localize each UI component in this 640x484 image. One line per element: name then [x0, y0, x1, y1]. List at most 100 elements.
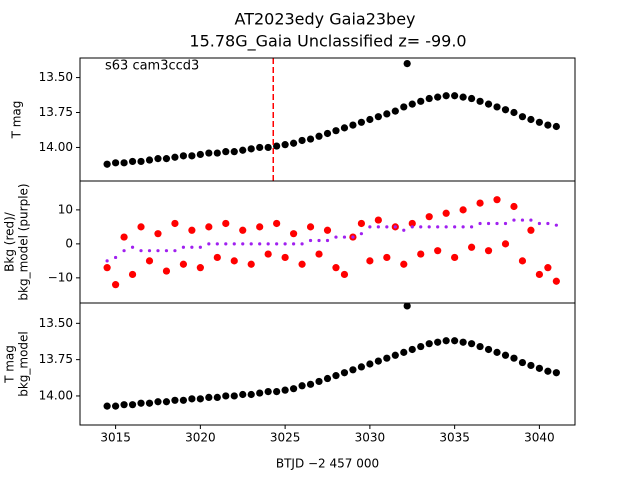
point: [476, 199, 484, 207]
point: [332, 264, 340, 272]
point: [215, 242, 219, 246]
point: [145, 257, 154, 265]
point: [427, 225, 431, 229]
point: [205, 393, 213, 402]
point: [359, 232, 364, 236]
point: [171, 219, 179, 228]
point: [529, 218, 533, 222]
point: [518, 358, 527, 367]
point: [501, 106, 510, 114]
point: [196, 150, 204, 159]
point: [374, 357, 382, 365]
y-tick-label: 13.75: [39, 352, 73, 366]
point: [402, 228, 406, 232]
point: [103, 264, 111, 272]
point: [188, 226, 196, 234]
point: [510, 108, 518, 117]
point: [323, 374, 332, 383]
y-axis-label: T mag: [3, 345, 17, 384]
point: [451, 337, 459, 345]
point: [493, 196, 501, 204]
point: [283, 242, 287, 246]
point: [342, 235, 347, 239]
point: [188, 395, 196, 403]
point: [213, 253, 221, 262]
point: [154, 398, 162, 406]
point: [383, 253, 391, 262]
point: [137, 157, 145, 166]
point: [552, 277, 560, 285]
point: [179, 152, 188, 160]
point: [520, 218, 525, 222]
point: [207, 242, 211, 246]
axes-frame: [79, 57, 576, 182]
point: [241, 242, 245, 246]
point: [164, 249, 169, 253]
point: [357, 118, 366, 126]
point: [442, 209, 450, 217]
point: [224, 242, 228, 246]
point: [425, 340, 433, 348]
point: [179, 396, 188, 404]
point: [323, 129, 332, 138]
point: [323, 226, 332, 234]
point: [400, 260, 408, 268]
point: [273, 219, 281, 228]
axes-frame: [79, 302, 576, 426]
point: [434, 247, 442, 255]
point: [289, 139, 298, 147]
point: [103, 402, 111, 410]
point: [434, 93, 442, 101]
point: [154, 230, 162, 238]
point: [213, 393, 221, 402]
point: [366, 257, 374, 265]
point: [461, 225, 465, 229]
point: [486, 221, 491, 226]
point: [181, 245, 186, 249]
point: [374, 216, 382, 224]
point: [459, 93, 467, 101]
point: [417, 342, 425, 351]
point: [403, 303, 411, 310]
point: [281, 141, 289, 149]
point: [391, 107, 399, 115]
point: [145, 399, 154, 407]
point: [239, 226, 247, 234]
point: [325, 238, 330, 243]
point: [537, 221, 542, 226]
point: [510, 354, 518, 362]
point: [544, 264, 552, 272]
point: [162, 155, 171, 163]
point: [145, 156, 154, 164]
point: [230, 257, 238, 265]
point: [400, 348, 408, 356]
point: [232, 242, 236, 246]
point: [442, 92, 450, 100]
point: [535, 364, 544, 372]
point: [273, 142, 281, 150]
point: [459, 206, 467, 214]
x-tick-label: 3025: [270, 431, 301, 445]
point: [417, 97, 425, 105]
point: [476, 97, 484, 105]
point: [256, 389, 264, 397]
point: [357, 363, 366, 371]
plot-area: [103, 303, 560, 410]
point: [383, 110, 391, 118]
point: [351, 235, 355, 239]
y-tick-label: 13.50: [39, 316, 73, 330]
point: [391, 351, 399, 359]
point: [162, 398, 171, 406]
point: [408, 100, 416, 108]
point: [256, 143, 264, 152]
point: [230, 148, 238, 156]
y-tick-label: −10: [48, 270, 73, 284]
point: [408, 345, 416, 354]
point: [425, 94, 433, 103]
point: [289, 385, 298, 393]
point: [122, 249, 126, 253]
point: [503, 221, 508, 226]
point: [484, 100, 493, 108]
chart-subtitle: 15.78G_Gaia Unclassified z= -99.0: [189, 32, 466, 52]
point: [113, 255, 118, 260]
